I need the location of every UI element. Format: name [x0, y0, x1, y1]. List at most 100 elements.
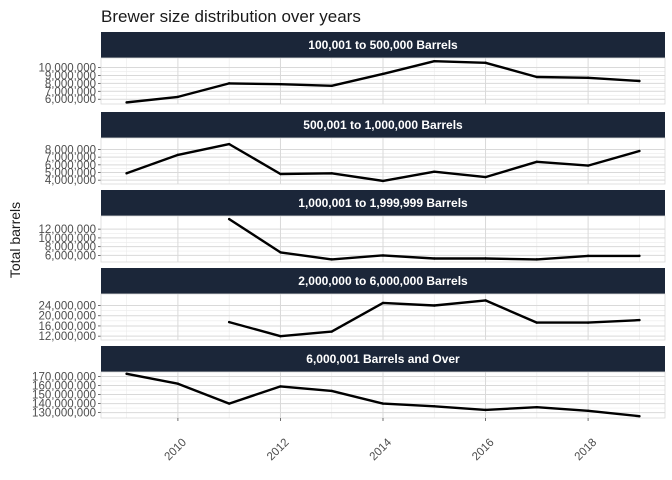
data-point	[484, 257, 487, 260]
data-point	[433, 405, 436, 408]
facet-strip-label: 100,001 to 500,000 Barrels	[308, 38, 458, 52]
data-point	[227, 217, 231, 221]
facet-panel: 6,000,001 Barrels and Over 130,000,000140…	[32, 346, 666, 420]
data-point	[227, 402, 231, 405]
y-tick-label: 150,000,000	[32, 390, 96, 402]
data-point	[125, 372, 128, 376]
y-tick-label: 12,000,000	[38, 224, 96, 236]
data-point	[279, 251, 282, 254]
data-point	[638, 318, 641, 322]
y-tick-label: 170,000,000	[32, 372, 96, 384]
facet-panel: 2,000,000 to 6,000,000 Barrels 12,000,000…	[38, 268, 666, 343]
data-point	[586, 409, 590, 412]
data-point	[433, 59, 436, 63]
y-tick-label: 16,000,000	[38, 321, 96, 333]
panels: 100,001 to 500,000 Barrels6,000,0007,000…	[32, 32, 666, 420]
y-tick-label: 8,000,000	[45, 242, 96, 254]
facet-panel: 500,001 to 1,000,000 Barrels 4,000,0005,0…	[45, 112, 666, 187]
facet-strip-label: 500,001 to 1,000,000 Barrels	[303, 118, 463, 132]
data-point	[227, 142, 231, 146]
data-point	[279, 334, 282, 338]
y-tick-label: 6,000,000	[45, 94, 96, 106]
facet-strip-label: 2,000,000 to 6,000,000 Barrels	[298, 274, 468, 288]
data-point	[279, 172, 282, 176]
y-tick-label: 8,000,000	[45, 78, 96, 90]
facet-strip	[101, 346, 665, 372]
data-point	[330, 258, 333, 261]
y-tick-label: 7,000,000	[45, 86, 96, 98]
data-point	[535, 321, 539, 324]
data-point	[586, 254, 590, 258]
data-point	[484, 408, 487, 412]
data-point	[484, 175, 487, 179]
y-tick-label: 160,000,000	[32, 381, 96, 393]
facet-panel: 100,001 to 500,000 Barrels 6,000,0007,000…	[38, 32, 666, 106]
data-point	[586, 164, 590, 167]
data-point	[381, 72, 385, 76]
y-tick-label: 6,000,000	[45, 250, 96, 262]
panel-border	[100, 137, 666, 185]
data-point	[330, 330, 333, 333]
y-tick-label: 5,000,000	[45, 168, 96, 180]
data-point	[381, 301, 385, 305]
data-point	[381, 402, 385, 405]
y-tick-label: 12,000,000	[38, 331, 96, 343]
data-point	[330, 172, 333, 175]
y-tick-label: 6,000,000	[45, 160, 96, 172]
data-point	[381, 179, 385, 183]
data-point	[535, 258, 539, 261]
data-point	[125, 101, 128, 104]
y-tick-label: 9,000,000	[45, 70, 96, 82]
data-point	[176, 153, 180, 157]
facet-strip	[101, 112, 665, 138]
facet-strip	[101, 268, 665, 294]
data-point	[176, 382, 180, 385]
data-point	[586, 321, 590, 324]
y-tick-label: 20,000,000	[38, 311, 96, 323]
y-tick-label: 10,000,000	[38, 63, 96, 75]
facet-strip-label: 1,000,001 to 1,999,999 Barrels	[298, 196, 468, 210]
data-point	[433, 170, 436, 173]
data-point	[330, 389, 333, 393]
panel-border	[100, 293, 666, 341]
facet-strip	[101, 190, 665, 216]
data-point	[433, 304, 436, 307]
data-point	[586, 76, 590, 80]
panel-border	[100, 57, 666, 105]
data-point	[484, 299, 487, 302]
y-tick-label: 140,000,000	[32, 399, 96, 411]
y-axis-title: Total barrels	[7, 202, 23, 278]
data-point	[433, 257, 436, 260]
y-tick-label: 10,000,000	[38, 233, 96, 245]
facet-strip	[101, 32, 665, 58]
data-point	[638, 414, 641, 418]
data-point	[638, 149, 641, 153]
data-point	[330, 84, 333, 87]
y-tick-label: 130,000,000	[32, 408, 96, 420]
y-tick-label: 7,000,000	[45, 152, 96, 164]
data-point	[279, 82, 282, 86]
y-tick-label: 4,000,000	[45, 175, 96, 187]
data-point	[279, 385, 282, 388]
facet-strip-label: 6,000,001 Barrels and Over	[306, 352, 460, 366]
data-point	[381, 254, 385, 257]
x-tick-label: 2012	[265, 437, 292, 464]
panel-border	[100, 215, 666, 263]
x-tick-label: 2014	[368, 436, 395, 463]
data-point	[484, 61, 487, 64]
x-tick-label: 2010	[162, 437, 189, 464]
facet-panel: 1,000,001 to 1,999,999 Barrels 6,000,0008…	[38, 190, 666, 263]
data-point	[535, 405, 539, 409]
x-tick-label: 2018	[573, 437, 600, 464]
x-tick-label: 2016	[470, 437, 497, 464]
chart-title: Brewer size distribution over years	[101, 7, 361, 26]
data-point	[176, 95, 180, 99]
data-point	[535, 160, 539, 163]
y-tick-label: 8,000,000	[45, 145, 96, 157]
x-axis: 2010 2012 2014 2016 2018	[162, 418, 599, 463]
data-point	[638, 254, 641, 258]
data-point	[535, 75, 539, 79]
data-point	[227, 320, 231, 324]
